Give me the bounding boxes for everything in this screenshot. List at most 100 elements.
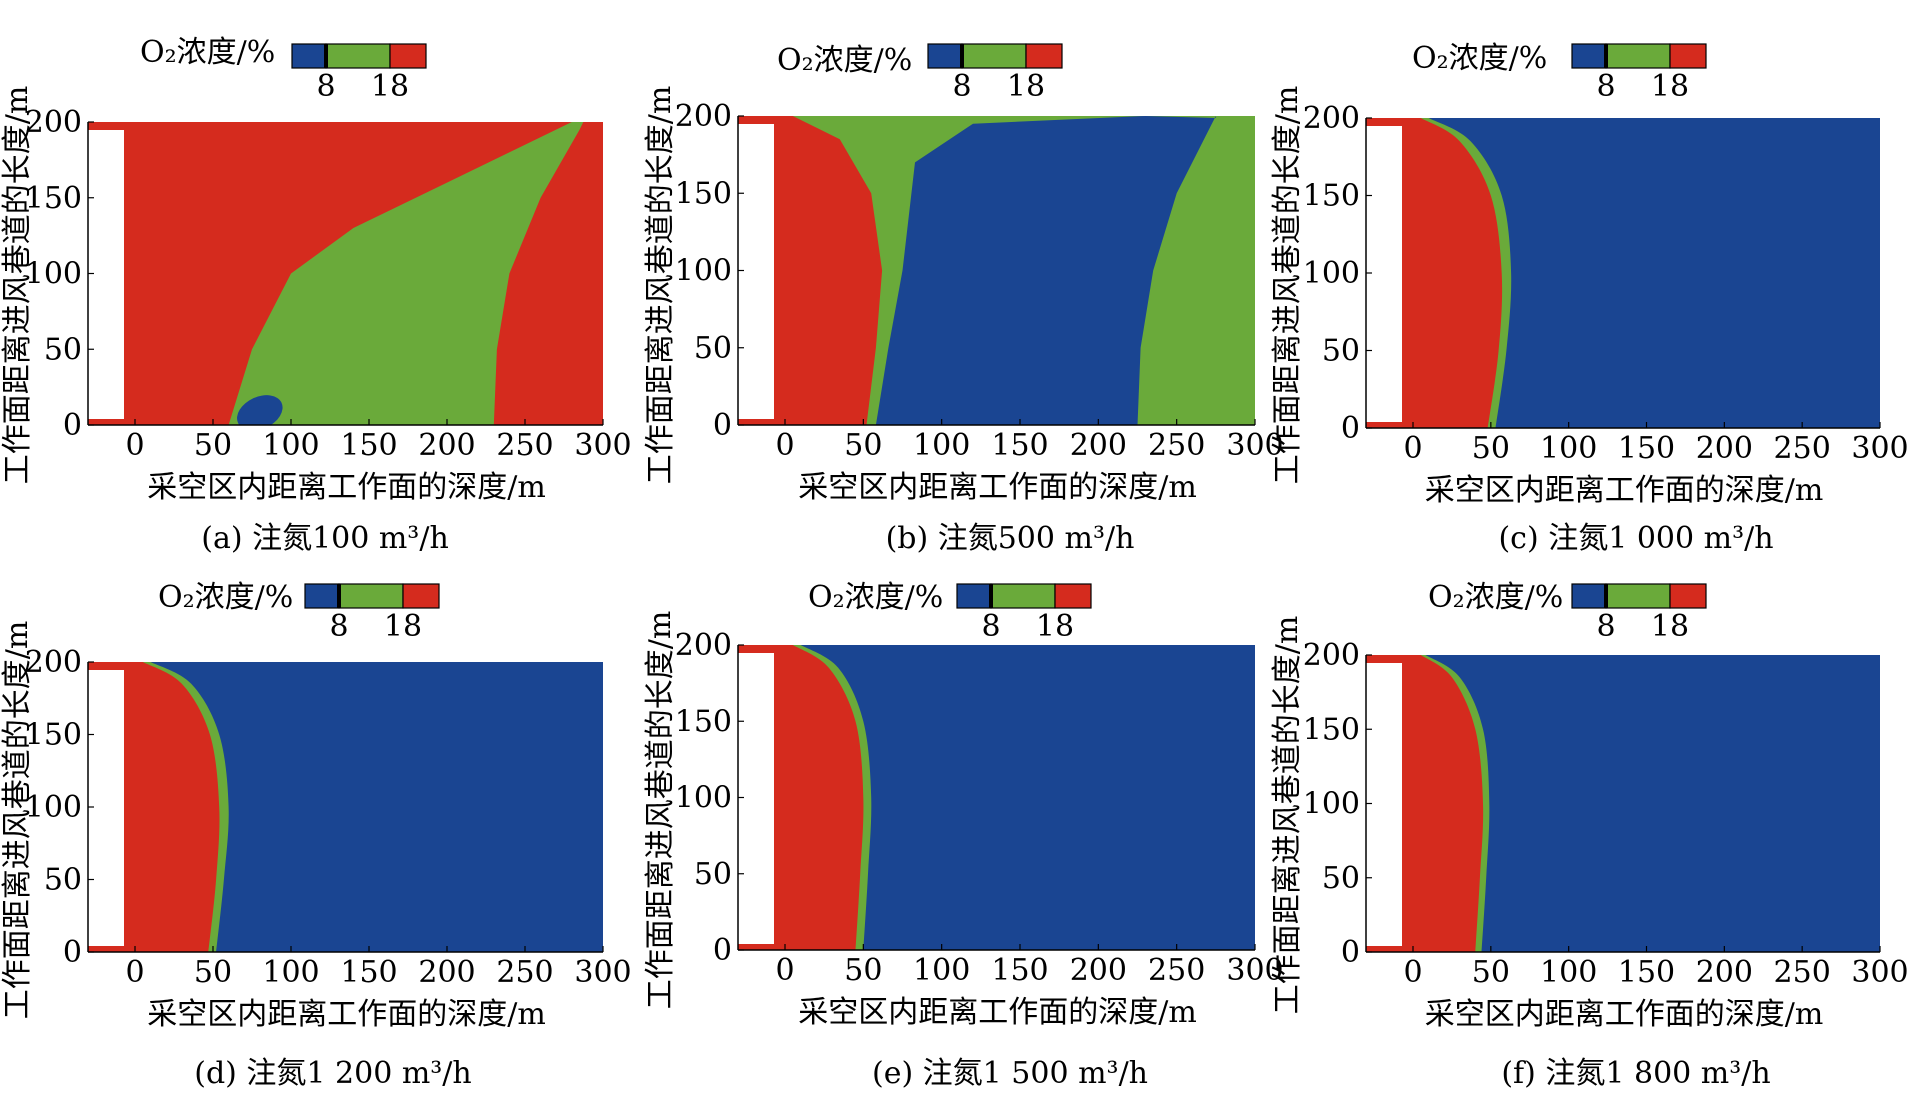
legend-threshold-low: 8 [316,69,335,104]
face-strip-bottom [738,944,782,950]
face-strip-bottom [88,419,132,425]
y-tick-label: 0 [1341,411,1360,446]
face-strip-top [738,116,782,124]
x-tick-label: 0 [125,955,144,990]
x-tick-label: 300 [574,955,631,990]
face-strip-top [1366,655,1410,663]
legend-swatch [1669,583,1707,609]
x-tick-label: 300 [574,428,631,463]
legend-threshold-high: 18 [371,69,409,104]
x-tick-label: 0 [1403,431,1422,466]
contour-field [740,116,1255,425]
x-tick-label: 200 [1070,953,1127,988]
x-tick-label: 150 [1618,955,1675,990]
x-tick-label: 100 [262,955,319,990]
legend-threshold-high: 18 [1036,609,1074,644]
region-green [228,122,584,425]
legend-title: O₂浓度/% [1412,41,1547,76]
y-tick-label: 100 [675,254,732,289]
y-tick-label: 150 [675,176,732,211]
contour-field [1368,655,1880,952]
y-tick-label: 100 [25,257,82,292]
y-axis-label: 工作面距离进风巷道的长度/m [643,611,678,1010]
x-tick-label: 200 [1696,431,1753,466]
legend-title: O₂浓度/% [158,580,293,615]
x-tick-label: 300 [1851,431,1908,466]
legend-threshold-high: 18 [1007,69,1045,104]
region-red [740,116,883,425]
x-tick-label: 200 [1696,955,1753,990]
y-tick-label: 150 [1303,712,1360,747]
y-tick-label: 0 [713,933,732,968]
legend-swatch [402,583,440,609]
contour-field [90,662,603,952]
face-strip-bottom [88,946,132,952]
y-tick-label: 50 [44,332,82,367]
y-tick-label: 150 [675,704,732,739]
y-tick-label: 100 [1303,787,1360,822]
face-strip-top [1366,118,1410,126]
x-tick-label: 100 [913,953,970,988]
x-tick-label: 0 [775,953,794,988]
legend-swatch [1571,43,1607,69]
y-tick-label: 0 [63,935,82,970]
y-tick-label: 0 [1341,935,1360,970]
legend-swatch [990,583,1056,609]
x-axis-label: 采空区内距离工作面的深度/m [1425,473,1824,508]
x-tick-label: 200 [418,428,475,463]
legend-threshold-low: 8 [981,609,1000,644]
contour-field [740,645,1255,950]
y-tick-label: 150 [25,718,82,753]
legend-threshold-high: 18 [1651,609,1689,644]
y-tick-label: 150 [1303,179,1360,214]
legend-threshold-high: 18 [1651,69,1689,104]
legend: O₂浓度/% 8 18 [808,580,1092,644]
legend-swatch [1571,583,1607,609]
y-tick-label: 100 [25,790,82,825]
panel-caption: (c) 注氮1 000 m³/h [1498,521,1773,556]
legend-title: O₂浓度/% [777,43,912,78]
x-tick-label: 100 [913,428,970,463]
working-face [88,670,124,946]
x-tick-label: 300 [1226,953,1283,988]
y-axis-label: 工作面距离进风巷道的长度/m [0,86,35,485]
x-axis-label: 采空区内距离工作面的深度/m [147,997,546,1032]
panel-caption: (d) 注氮1 200 m³/h [194,1056,471,1091]
working-face [738,653,774,944]
working-face [88,130,124,419]
legend-title: O₂浓度/% [1428,580,1563,615]
y-tick-label: 0 [713,408,732,443]
panel-b: 0 50 100 150 200 250 300 0 50 100 150 200 采空区内距离工作面的… [643,43,1284,556]
panel-caption: (e) 注氮1 500 m³/h [872,1056,1148,1091]
legend-swatch [325,43,391,69]
face-strip-bottom [738,419,782,425]
y-tick-label: 200 [25,645,82,680]
legend-swatch [1025,43,1063,69]
x-tick-label: 150 [991,953,1048,988]
legend-swatch [389,43,427,69]
x-tick-label: 250 [1148,428,1205,463]
legend-swatch [1605,43,1671,69]
x-tick-label: 250 [1774,955,1831,990]
legend-swatch [304,583,340,609]
x-tick-label: 100 [262,428,319,463]
panel-caption: (a) 注氮100 m³/h [201,521,449,556]
x-tick-label: 250 [496,955,553,990]
y-tick-label: 50 [1322,861,1360,896]
y-tick-label: 200 [25,105,82,140]
y-axis-label: 工作面距离进风巷道的长度/m [1270,616,1305,1015]
x-axis-label: 采空区内距离工作面的深度/m [798,995,1197,1030]
y-axis-label: 工作面距离进风巷道的长度/m [1270,86,1305,485]
working-face [738,124,774,419]
face-strip-bottom [1366,946,1410,952]
panel-c: 0 50 100 150 200 250 300 0 50 100 150 200 采空区内距离工作面的… [1270,41,1909,556]
panel-e: 0 50 100 150 200 250 300 0 50 100 150 200 采空区内距离工作面的… [643,580,1284,1091]
x-tick-label: 150 [1618,431,1675,466]
working-face [1366,126,1402,422]
legend-swatch [1054,583,1092,609]
panel-caption: (f) 注氮1 800 m³/h [1501,1056,1770,1091]
legend-swatch [338,583,404,609]
y-tick-label: 0 [63,408,82,443]
legend: O₂浓度/% 8 18 [1428,580,1707,644]
x-tick-label: 100 [1540,431,1597,466]
